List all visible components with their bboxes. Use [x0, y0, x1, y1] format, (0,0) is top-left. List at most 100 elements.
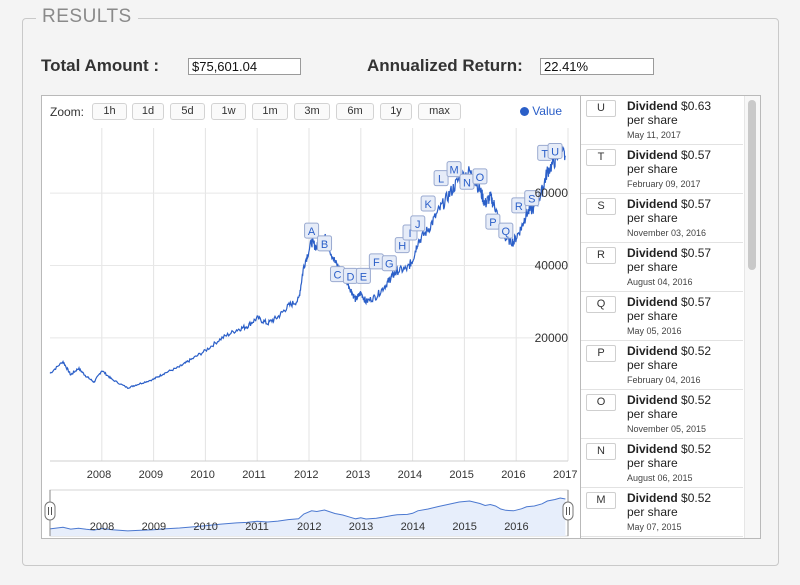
zoom-5d-button[interactable]: 5d	[170, 103, 205, 120]
navigator-right-handle[interactable]	[562, 490, 574, 536]
dividend-date: May 05, 2016	[627, 326, 682, 336]
dividend-marker-p[interactable]: P	[485, 213, 501, 230]
dividend-amount: $0.57	[681, 295, 712, 309]
dividend-item-o[interactable]: O Dividend $0.52 per share November 05, 201…	[581, 390, 743, 439]
dividend-date: November 05, 2015	[627, 424, 707, 434]
dividend-marker-d[interactable]: D	[342, 267, 358, 284]
zoom-6m-button[interactable]: 6m	[336, 103, 374, 120]
dividend-marker-q[interactable]: Q	[498, 222, 514, 239]
dividend-marker-k[interactable]: K	[420, 195, 436, 212]
dividend-marker-b[interactable]: B	[317, 235, 333, 252]
zoom-1w-button[interactable]: 1w	[211, 103, 246, 120]
dividend-amount: $0.52	[681, 442, 712, 456]
zoom-1d-button[interactable]: 1d	[132, 103, 164, 120]
dividend-letter-badge[interactable]: P	[586, 345, 616, 362]
dividend-title: Dividend $0.57	[627, 197, 711, 212]
x-tick-label: 2015	[449, 469, 473, 481]
dividend-amount: $0.57	[681, 148, 712, 162]
marker-box	[394, 237, 410, 254]
dividend-unit: per share	[627, 505, 678, 519]
dividend-item-u[interactable]: U Dividend $0.63 per share May 11, 2017	[581, 96, 743, 145]
x-tick-label: 2012	[294, 469, 318, 481]
dividend-list-scrollbar[interactable]	[744, 96, 760, 538]
dividend-label: Dividend	[627, 99, 678, 113]
dividend-marker-s[interactable]: S	[524, 190, 540, 207]
zoom-1y-button[interactable]: 1y	[380, 103, 412, 120]
dividend-amount: $0.57	[681, 197, 712, 211]
dividend-letter-badge[interactable]: Q	[586, 296, 616, 313]
dividend-item-s[interactable]: S Dividend $0.57 per share November 03, 201…	[581, 194, 743, 243]
marker-label: R	[515, 201, 523, 213]
marker-box	[472, 168, 488, 185]
dividend-title: Dividend $0.52	[627, 393, 711, 408]
marker-box	[433, 170, 449, 187]
zoom-1h-button[interactable]: 1h	[92, 103, 127, 120]
dividend-label: Dividend	[627, 393, 678, 407]
dividend-unit: per share	[627, 162, 678, 176]
marker-label: O	[476, 172, 485, 184]
dividend-label: Dividend	[627, 295, 678, 309]
marker-label: J	[415, 219, 421, 231]
dividend-item-n[interactable]: N Dividend $0.52 per share August 06, 2015	[581, 439, 743, 488]
marker-label: A	[308, 226, 316, 238]
dividend-marker-e[interactable]: E	[355, 267, 371, 284]
navigator-tick-label: 2016	[504, 521, 528, 533]
zoom-1m-button[interactable]: 1m	[252, 103, 288, 120]
dividend-marker-m[interactable]: M	[446, 161, 462, 178]
dividend-date: August 06, 2015	[627, 473, 693, 483]
marker-label: C	[334, 270, 342, 282]
dividend-marker-r[interactable]: R	[511, 197, 527, 214]
dividend-marker-l[interactable]: L	[433, 170, 449, 187]
dividend-letter-badge[interactable]: N	[586, 443, 616, 460]
marker-box	[304, 222, 320, 239]
dividend-marker-c[interactable]: C	[329, 266, 345, 283]
dividend-amount: $0.63	[681, 99, 712, 113]
navigator-tick-label: 2011	[245, 521, 269, 533]
dividend-marker-h[interactable]: H	[394, 237, 410, 254]
navigator-tick-label: 2015	[452, 521, 476, 533]
dividend-marker-a[interactable]: A	[304, 222, 320, 239]
dividend-amount: $0.57	[681, 246, 712, 260]
dividend-marker-n[interactable]: N	[459, 173, 475, 190]
dividend-letter-badge[interactable]: U	[586, 100, 616, 117]
x-tick-label: 2010	[190, 469, 214, 481]
dividend-letter-badge[interactable]: R	[586, 247, 616, 264]
dividend-letter-badge[interactable]: T	[586, 149, 616, 166]
marker-box	[410, 215, 426, 232]
dividend-unit: per share	[627, 407, 678, 421]
dividend-item-q[interactable]: Q Dividend $0.57 per share May 05, 2016	[581, 292, 743, 341]
zoom-3m-button[interactable]: 3m	[294, 103, 330, 120]
y-tick-label: 60000	[535, 186, 569, 200]
marker-label: H	[398, 241, 406, 253]
dividend-letter-badge[interactable]: S	[586, 198, 616, 215]
dividend-item-t[interactable]: T Dividend $0.57 per share February 09, 201…	[581, 145, 743, 194]
dividend-letter-badge[interactable]: O	[586, 394, 616, 411]
dividend-date: November 03, 2016	[627, 228, 707, 238]
dividend-letter-badge[interactable]: M	[586, 492, 616, 509]
zoom-max-button[interactable]: max	[418, 103, 461, 120]
navigator-left-handle[interactable]	[44, 490, 56, 536]
dividend-title: Dividend $0.57	[627, 246, 711, 261]
marker-box	[547, 143, 563, 160]
dividend-marker-u[interactable]: U	[547, 143, 563, 160]
navigator-area	[50, 498, 566, 536]
legend-value[interactable]: Value	[520, 104, 562, 118]
dividend-label: Dividend	[627, 491, 678, 505]
dividend-label: Dividend	[627, 197, 678, 211]
dividend-marker-f[interactable]: F	[368, 253, 384, 270]
dividend-label: Dividend	[627, 442, 678, 456]
dividend-marker-o[interactable]: O	[472, 168, 488, 185]
dividend-date: May 07, 2015	[627, 522, 682, 532]
dividend-item-p[interactable]: P Dividend $0.52 per share February 04, 201…	[581, 341, 743, 390]
scrollbar-thumb[interactable]	[748, 100, 756, 270]
dividend-marker-j[interactable]: J	[410, 215, 426, 232]
marker-label: F	[373, 257, 380, 269]
dividend-marker-g[interactable]: G	[381, 255, 397, 272]
dividend-unit: per share	[627, 211, 678, 225]
dividend-item-r[interactable]: R Dividend $0.57 per share August 04, 2016	[581, 243, 743, 292]
marker-label: U	[551, 147, 559, 159]
dividend-item-m[interactable]: M Dividend $0.52 per share May 07, 2015	[581, 488, 743, 537]
marker-box	[381, 255, 397, 272]
marker-label: Q	[502, 226, 511, 238]
